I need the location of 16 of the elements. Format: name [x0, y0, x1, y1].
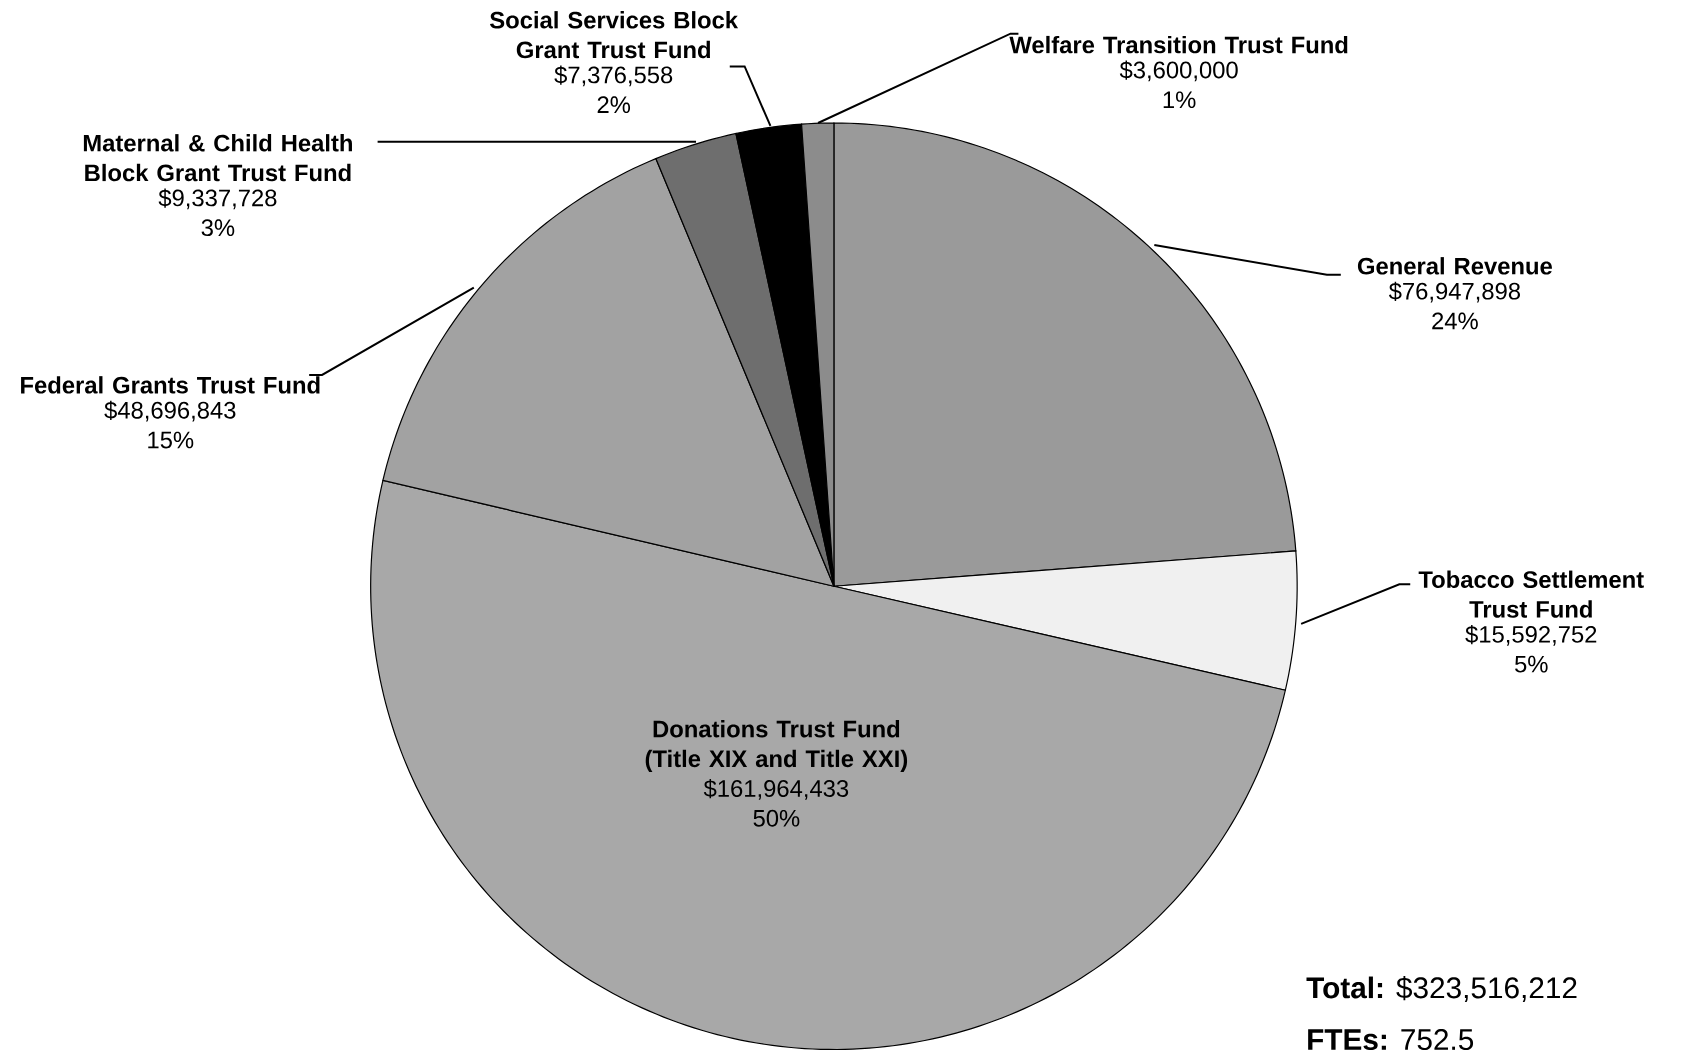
data-label: $161,964,433 50%	[703, 778, 849, 827]
data-label: $76,947,898 24%	[1388, 281, 1521, 330]
slice-label: Maternal & Child Health Block Grant Trust Fund	[83, 133, 352, 182]
data-label: $48,696,843 15%	[104, 400, 236, 449]
text: FTEs: 752.5	[1308, 1028, 1474, 1050]
text: Total: $323,516,212	[1306, 975, 1577, 1002]
slice-label: Tobacco Settlement Trust Fund	[1418, 570, 1644, 618]
data-label: $3,600,000 1%	[1119, 60, 1238, 108]
slice-label: Donations Trust Fund (Title XIX and Title XXI)	[645, 719, 908, 772]
data-label: $9,337,728 3%	[158, 188, 277, 236]
slice-label: Welfare Transition Trust Fund	[1009, 35, 1348, 54]
data-label: $7,376,558 2%	[554, 65, 673, 113]
slice-label: General Revenue	[1357, 256, 1552, 275]
slice-label: Federal Grants Trust Fund	[21, 375, 320, 394]
slice-label: Social Services Block Grant Trust Fund	[489, 10, 739, 59]
data-label: $15,592,752 5%	[1465, 624, 1597, 673]
